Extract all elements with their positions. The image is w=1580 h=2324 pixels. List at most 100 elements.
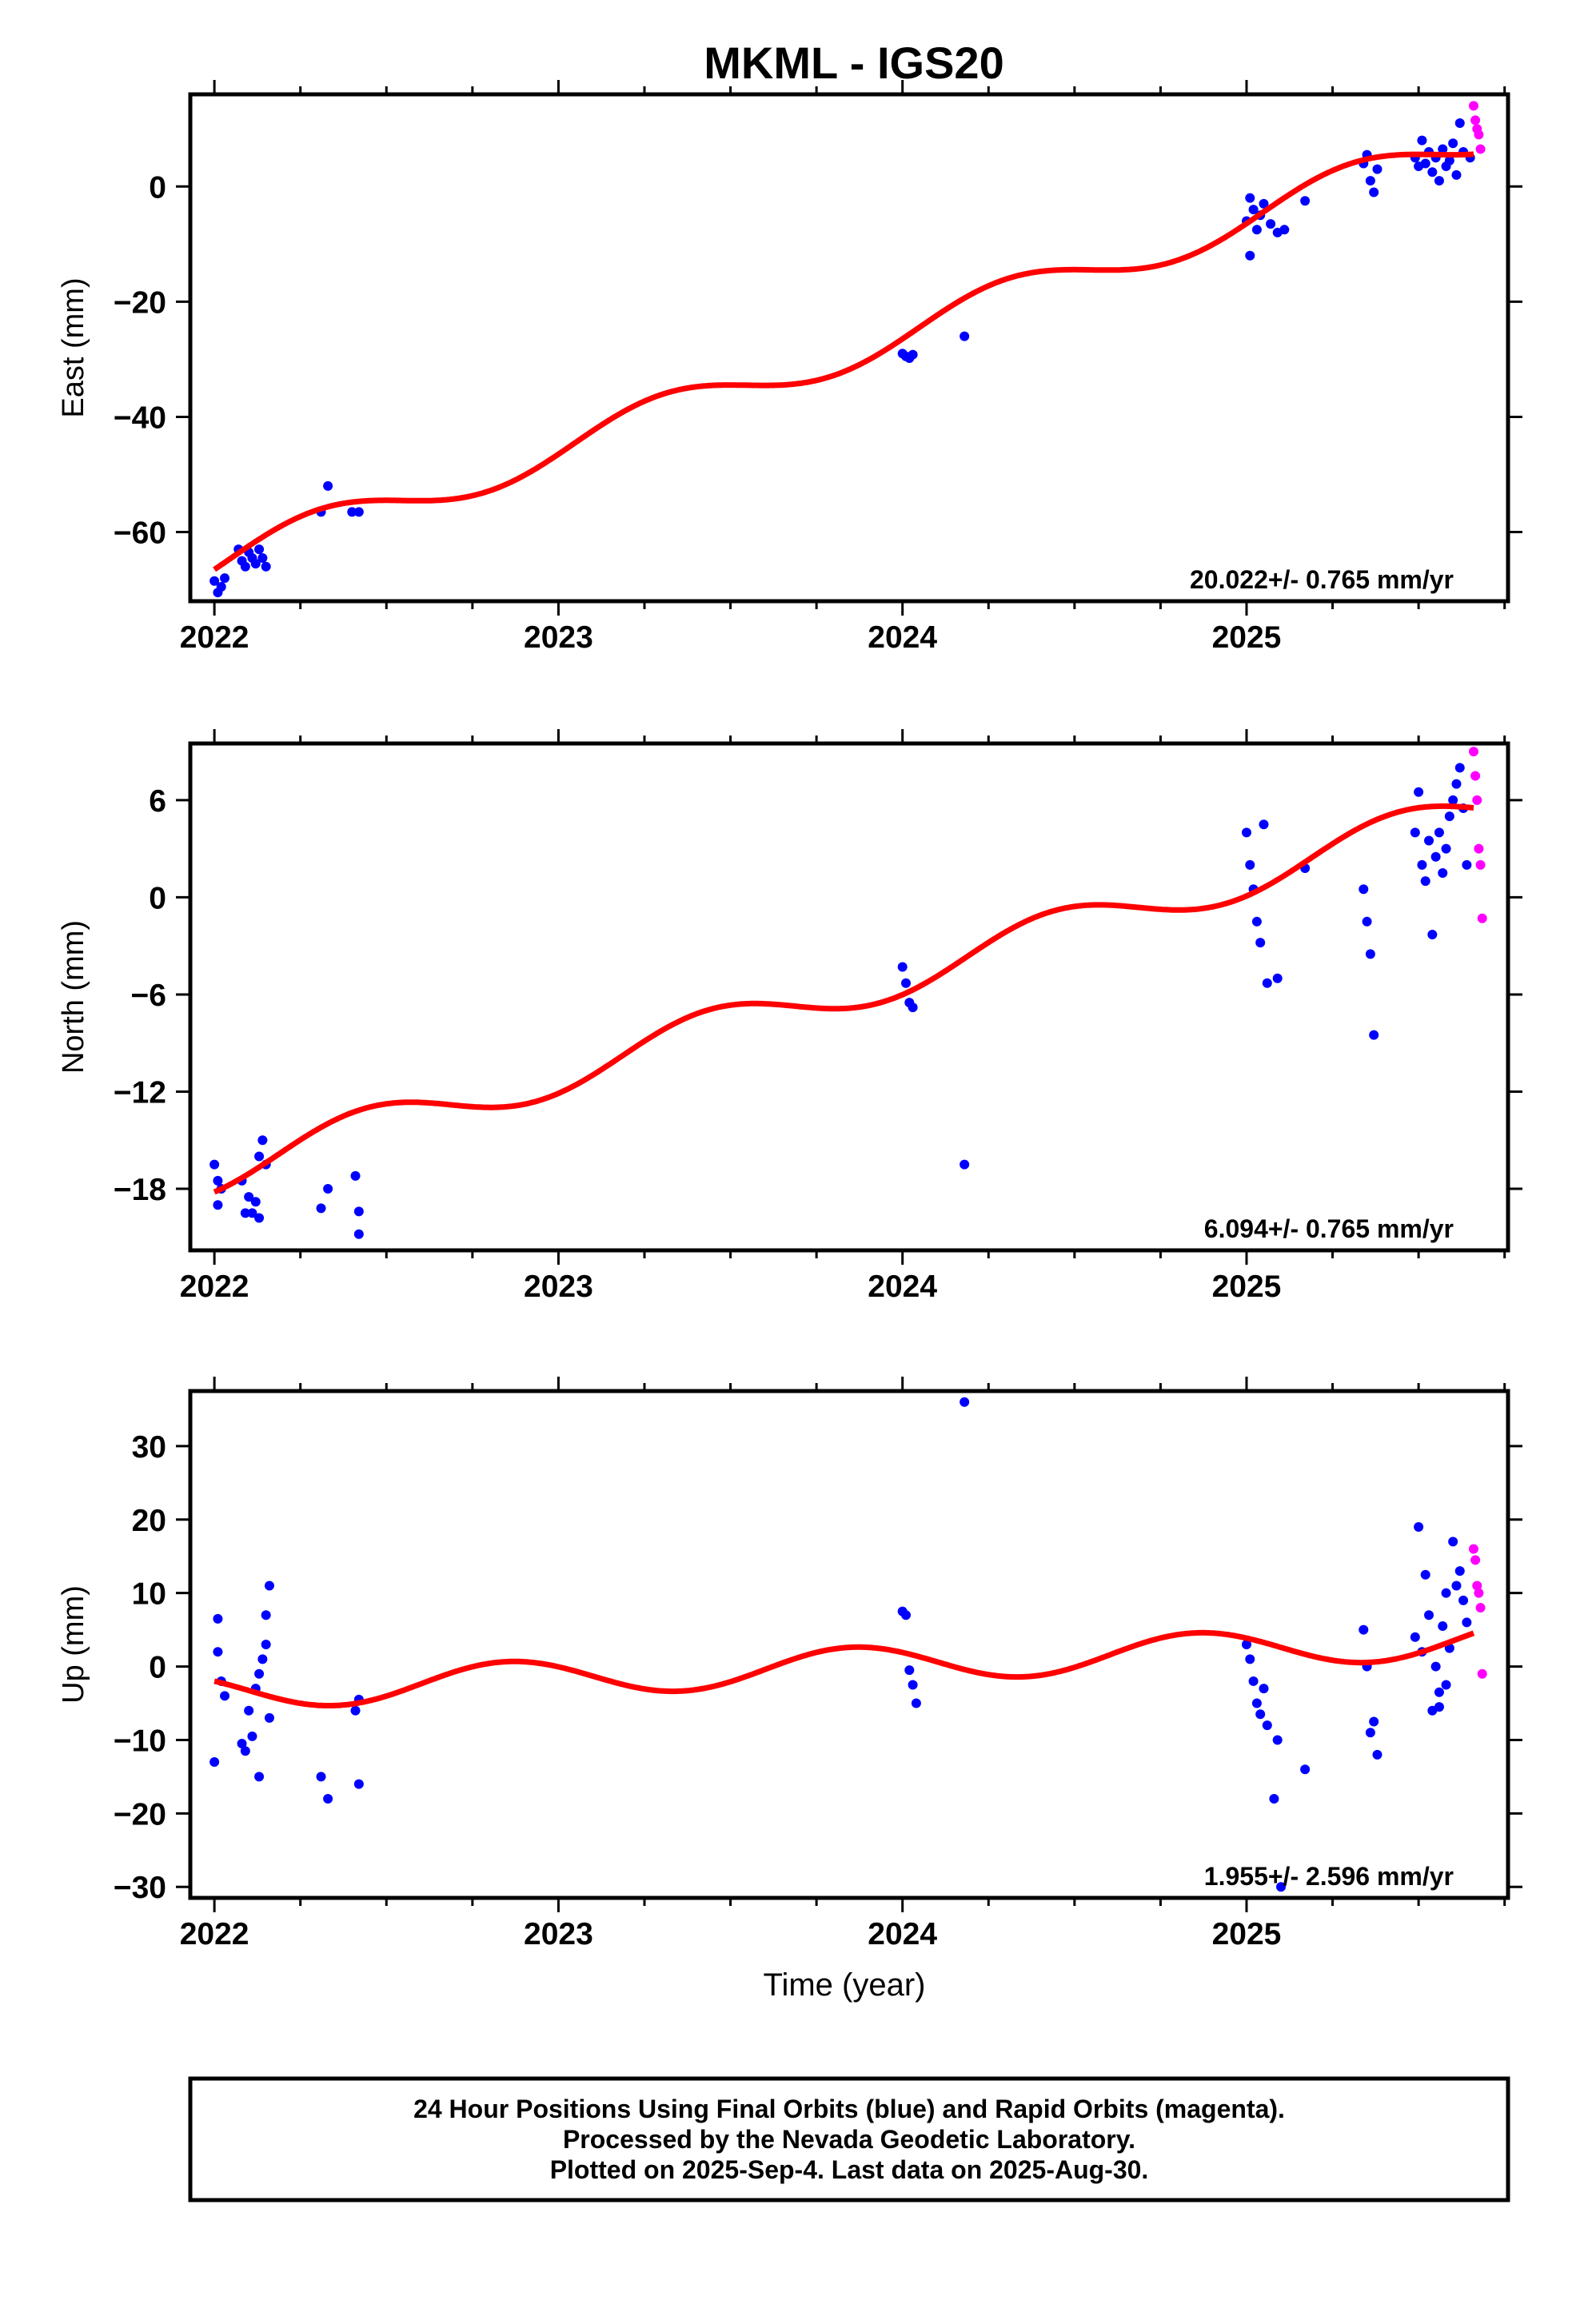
panel-3-final-point xyxy=(1462,1617,1472,1628)
panel-1-final-point xyxy=(254,544,265,555)
panel-3-final-point xyxy=(261,1640,271,1649)
panel-3-final-point xyxy=(237,1739,247,1749)
panel-2-rapid-point xyxy=(1475,859,1486,870)
panel-1-final-point xyxy=(1266,219,1276,229)
panel-3-rate-label: 1.955+/- 2.596 mm/yr xyxy=(1204,1862,1454,1891)
panel-3-final-point xyxy=(904,1665,915,1676)
panel-3-final-point xyxy=(911,1698,921,1708)
panel-3-final-point xyxy=(1414,1521,1424,1532)
panel-3-plot-area xyxy=(209,1397,1487,1892)
panel-3-xtick-label: 2025 xyxy=(1212,1917,1282,1951)
panel-3-ytick-label: 20 xyxy=(132,1504,166,1538)
panel-3-final-point xyxy=(1454,1566,1465,1577)
panel-1-final-point xyxy=(353,507,364,517)
panel-3-final-point xyxy=(1441,1588,1451,1598)
panel-3-final-point xyxy=(1251,1698,1262,1708)
panel-1-final-point xyxy=(1448,138,1458,149)
panel-3-final-point xyxy=(264,1712,274,1723)
panel-3-final-point xyxy=(261,1610,271,1620)
panel-1-xtick-label: 2022 xyxy=(180,620,249,655)
panel-1-final-point xyxy=(1245,250,1255,261)
panel-1-final-point xyxy=(1451,169,1462,180)
panel-3-rapid-point xyxy=(1474,1588,1484,1598)
panel-3-final-point xyxy=(244,1705,254,1716)
panel-2-final-point xyxy=(353,1206,364,1217)
panel-3-final-point xyxy=(209,1757,220,1768)
panel-2-final-point xyxy=(1272,973,1283,983)
panel-1-final-point xyxy=(216,581,226,592)
footer-line-1: 24 Hour Positions Using Final Orbits (bl… xyxy=(413,2095,1285,2123)
panel-2-final-point xyxy=(1410,827,1420,838)
panel-1-final-point xyxy=(1245,193,1255,203)
panel-3-final-point xyxy=(323,1793,333,1804)
panel-3-final-point xyxy=(1372,1749,1382,1760)
panel-2-frame xyxy=(188,741,1510,1253)
panel-2-final-point xyxy=(960,1159,970,1170)
panel-2-final-point xyxy=(1420,876,1430,887)
panel-2-rapid-point xyxy=(1474,843,1484,854)
panel-1-final-point xyxy=(1259,198,1269,209)
panel-2-final-point xyxy=(244,1192,254,1202)
panel-2-final-point xyxy=(900,978,911,988)
panel-3-final-point xyxy=(1441,1680,1451,1690)
panel-2-final-point xyxy=(257,1135,268,1146)
panel-2-model-fit-line xyxy=(213,803,1475,1195)
panel-3-final-point xyxy=(316,1772,326,1782)
panel-2-final-point xyxy=(1434,827,1444,838)
panel-3-final-point xyxy=(1259,1684,1269,1694)
panel-3-final-point xyxy=(213,1647,223,1657)
panel-1-final-point xyxy=(1279,225,1290,235)
panel-1-xtick-label: 2024 xyxy=(868,620,937,655)
panel-3-final-point xyxy=(350,1705,361,1716)
panel-2-final-point xyxy=(897,962,908,972)
panel-2-final-point xyxy=(1414,787,1424,797)
panel-1-model-fit-line xyxy=(213,151,1475,572)
panel-1-final-point xyxy=(209,576,220,586)
panel-2-final-point xyxy=(1359,884,1369,895)
panel-1-ytick-label: 0 xyxy=(149,170,166,205)
panel-2-final-point xyxy=(1448,795,1458,805)
panel-2-final-point xyxy=(1451,779,1462,789)
panel-3-final-point xyxy=(1276,1882,1287,1892)
figure-title: MKML - IGS20 xyxy=(704,38,1003,88)
panel-3-final-point xyxy=(254,1668,265,1679)
panel-1-final-point xyxy=(1300,196,1311,206)
panel-2-final-point xyxy=(316,1203,326,1214)
panel-1-ylabel: East (mm) xyxy=(57,277,90,417)
panel-2-final-point xyxy=(247,1208,257,1218)
panel-3-frame xyxy=(188,1389,1510,1900)
panel-1-final-point xyxy=(1420,158,1430,169)
panel-2-final-point xyxy=(1245,859,1255,870)
panel-3: 2022 2023 2024 2025 30 20 10 0 −10 −20 −30 Up (mm) T… xyxy=(57,1377,1522,2003)
panel-3-final-point xyxy=(1365,1728,1375,1738)
panel-1-rate-label: 20.022+/- 0.765 mm/yr xyxy=(1190,565,1454,594)
footer-line-2: Processed by the Nevada Geodetic Laborat… xyxy=(563,2125,1135,2154)
panel-2-final-point xyxy=(250,1197,261,1207)
panel-1-rapid-point xyxy=(1470,115,1481,126)
panel-3-xlabel: Time (year) xyxy=(764,1967,926,2003)
panel-3-final-point xyxy=(220,1691,230,1701)
panel-2-final-point xyxy=(254,1213,265,1223)
panel-2-ytick-label: −6 xyxy=(131,979,166,1013)
panel-3-final-point xyxy=(960,1397,970,1407)
panel-1-final-point xyxy=(323,480,333,491)
panel-2-xtick-label: 2025 xyxy=(1212,1270,1282,1304)
panel-1-final-point xyxy=(908,349,918,360)
panel-2-final-point xyxy=(213,1200,223,1210)
panel-2-final-point xyxy=(1365,949,1375,959)
panel-3-model-fit-line xyxy=(213,1629,1475,1708)
panel-3-final-point xyxy=(1430,1661,1441,1672)
panel-2-final-point xyxy=(1454,763,1465,773)
panel-1-final-point xyxy=(1438,144,1448,154)
panel-3-final-point xyxy=(1300,1764,1311,1775)
panel-2-final-point xyxy=(908,1003,918,1013)
panel-2-xtick-label: 2024 xyxy=(868,1270,937,1304)
panel-1-final-point xyxy=(250,559,261,569)
panel-3-final-point xyxy=(1255,1709,1266,1720)
panel-1-ytick-label: −20 xyxy=(114,285,166,320)
panel-2-ytick-label: 6 xyxy=(149,784,166,819)
panel-3-rapid-point xyxy=(1475,1603,1486,1613)
panel-3-final-point xyxy=(1424,1610,1434,1620)
panel-2-ylabel: North (mm) xyxy=(57,920,90,1074)
